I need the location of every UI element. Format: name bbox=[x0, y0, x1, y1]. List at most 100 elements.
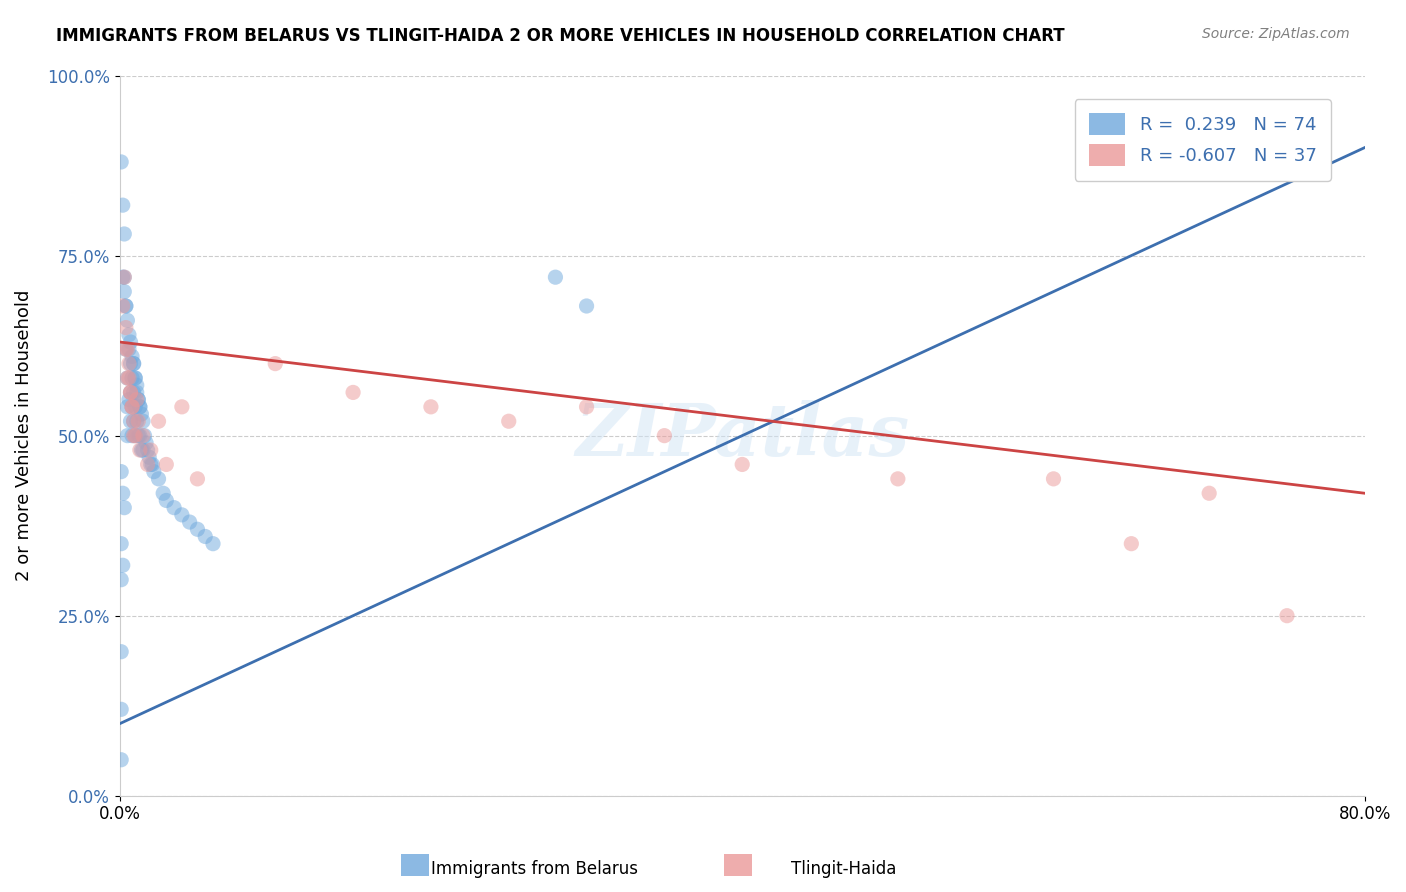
Point bbox=[731, 458, 754, 472]
Point bbox=[110, 702, 132, 716]
Point bbox=[132, 443, 155, 458]
Y-axis label: 2 or more Vehicles in Household: 2 or more Vehicles in Household bbox=[15, 290, 32, 582]
Point bbox=[122, 414, 145, 428]
Point bbox=[127, 392, 149, 407]
Point bbox=[117, 371, 139, 385]
Point bbox=[121, 350, 143, 364]
Point bbox=[139, 443, 162, 458]
Point bbox=[142, 465, 165, 479]
Point bbox=[544, 270, 567, 285]
Point bbox=[128, 400, 150, 414]
Point bbox=[419, 400, 441, 414]
Point bbox=[122, 385, 145, 400]
Legend: R =  0.239   N = 74, R = -0.607   N = 37: R = 0.239 N = 74, R = -0.607 N = 37 bbox=[1074, 99, 1331, 181]
Point bbox=[163, 500, 186, 515]
Point bbox=[115, 342, 138, 356]
Text: Immigrants from Belarus: Immigrants from Belarus bbox=[430, 860, 638, 878]
Point bbox=[124, 371, 146, 385]
Point bbox=[575, 400, 598, 414]
Point bbox=[121, 400, 143, 414]
Point bbox=[155, 493, 177, 508]
Point bbox=[155, 458, 177, 472]
Text: Tlingit-Haida: Tlingit-Haida bbox=[792, 860, 896, 878]
Point bbox=[110, 645, 132, 659]
Point bbox=[498, 414, 520, 428]
Point bbox=[112, 227, 135, 241]
Point bbox=[264, 357, 287, 371]
Point bbox=[118, 371, 141, 385]
Point bbox=[194, 529, 217, 543]
Point bbox=[1275, 608, 1298, 623]
Point bbox=[117, 428, 139, 442]
Point bbox=[887, 472, 910, 486]
Point bbox=[125, 414, 148, 428]
Point bbox=[127, 428, 149, 442]
Point bbox=[132, 428, 155, 442]
Point bbox=[342, 385, 364, 400]
Text: IMMIGRANTS FROM BELARUS VS TLINGIT-HAIDA 2 OR MORE VEHICLES IN HOUSEHOLD CORRELA: IMMIGRANTS FROM BELARUS VS TLINGIT-HAIDA… bbox=[56, 27, 1064, 45]
Point bbox=[148, 414, 170, 428]
Point bbox=[112, 270, 135, 285]
Point bbox=[1121, 537, 1143, 551]
Point bbox=[111, 299, 134, 313]
Point bbox=[124, 428, 146, 442]
Point bbox=[127, 414, 149, 428]
Point bbox=[148, 472, 170, 486]
Text: ZIPatlas: ZIPatlas bbox=[575, 401, 910, 471]
Point bbox=[134, 428, 156, 442]
Point bbox=[121, 400, 143, 414]
Point bbox=[120, 385, 142, 400]
Point bbox=[120, 414, 142, 428]
Point bbox=[128, 400, 150, 414]
Point bbox=[110, 155, 132, 169]
Point bbox=[170, 400, 193, 414]
Point bbox=[132, 414, 155, 428]
Point bbox=[127, 392, 149, 407]
Point bbox=[121, 428, 143, 442]
Point bbox=[112, 270, 135, 285]
Point bbox=[654, 428, 676, 442]
Point bbox=[186, 472, 208, 486]
Point bbox=[124, 428, 146, 442]
Point bbox=[125, 378, 148, 392]
Point bbox=[118, 392, 141, 407]
Point bbox=[115, 320, 138, 334]
Point bbox=[141, 458, 163, 472]
Point bbox=[128, 428, 150, 442]
Point bbox=[135, 435, 157, 450]
Point bbox=[170, 508, 193, 522]
Point bbox=[128, 443, 150, 458]
Point bbox=[125, 385, 148, 400]
Point bbox=[131, 407, 153, 421]
Point bbox=[120, 334, 142, 349]
Point bbox=[112, 285, 135, 299]
Point bbox=[201, 537, 224, 551]
Point bbox=[111, 198, 134, 212]
Point bbox=[186, 522, 208, 536]
Point bbox=[125, 392, 148, 407]
Point bbox=[124, 400, 146, 414]
Point bbox=[120, 357, 142, 371]
Point bbox=[110, 537, 132, 551]
Point bbox=[112, 500, 135, 515]
Point bbox=[1042, 472, 1064, 486]
Text: Source: ZipAtlas.com: Source: ZipAtlas.com bbox=[1202, 27, 1350, 41]
Point bbox=[575, 299, 598, 313]
Point bbox=[124, 371, 146, 385]
Point bbox=[117, 342, 139, 356]
Point bbox=[110, 573, 132, 587]
Point bbox=[117, 371, 139, 385]
Point bbox=[115, 342, 138, 356]
Point bbox=[179, 515, 201, 529]
Point bbox=[115, 299, 138, 313]
Point bbox=[111, 270, 134, 285]
Point bbox=[118, 342, 141, 356]
Point bbox=[110, 753, 132, 767]
Point bbox=[121, 400, 143, 414]
Point bbox=[122, 357, 145, 371]
Point bbox=[111, 558, 134, 573]
Point bbox=[139, 458, 162, 472]
Point bbox=[136, 443, 159, 458]
Point bbox=[118, 327, 141, 342]
Point bbox=[115, 299, 138, 313]
